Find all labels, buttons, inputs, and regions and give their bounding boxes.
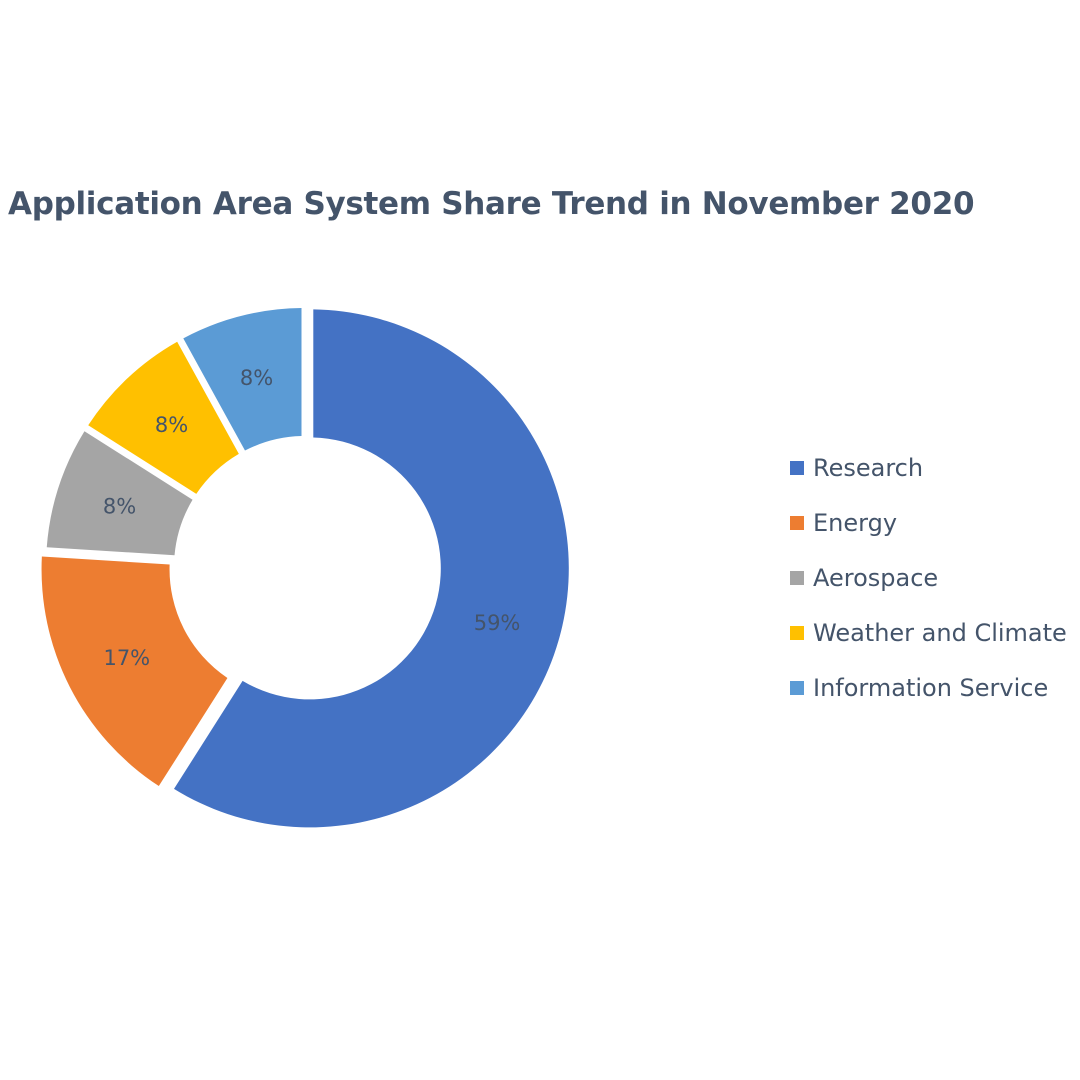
slice-energy bbox=[41, 556, 228, 787]
legend-label: Weather and Climate bbox=[813, 618, 1067, 647]
legend-swatch bbox=[790, 625, 804, 640]
slice-research bbox=[173, 309, 569, 828]
legend-item-research: Research bbox=[790, 440, 1067, 495]
data-label: 8% bbox=[155, 413, 188, 437]
legend-item-weather-and-climate: Weather and Climate bbox=[790, 605, 1067, 660]
data-label: 8% bbox=[103, 495, 136, 519]
legend-swatch bbox=[790, 515, 804, 530]
legend-label: Information Service bbox=[813, 673, 1049, 702]
legend-label: Research bbox=[813, 453, 924, 482]
legend-label: Aerospace bbox=[813, 563, 939, 592]
legend-swatch bbox=[790, 570, 804, 585]
legend: Research Energy Aerospace Weather and Cl… bbox=[790, 440, 1067, 715]
legend-label: Energy bbox=[813, 508, 898, 537]
legend-item-energy: Energy bbox=[790, 495, 1067, 550]
legend-item-aerospace: Aerospace bbox=[790, 550, 1067, 605]
chart-title: Application Area System Share Trend in N… bbox=[8, 186, 975, 222]
data-label: 8% bbox=[240, 366, 273, 390]
slice-weather-and-climate bbox=[88, 341, 239, 494]
legend-item-information-service: Information Service bbox=[790, 660, 1067, 715]
data-label: 17% bbox=[103, 646, 150, 670]
legend-swatch bbox=[790, 460, 804, 475]
data-label: 59% bbox=[474, 611, 521, 635]
legend-swatch bbox=[790, 680, 804, 695]
slice-aerospace bbox=[46, 431, 193, 556]
slice-information-service bbox=[183, 308, 302, 451]
